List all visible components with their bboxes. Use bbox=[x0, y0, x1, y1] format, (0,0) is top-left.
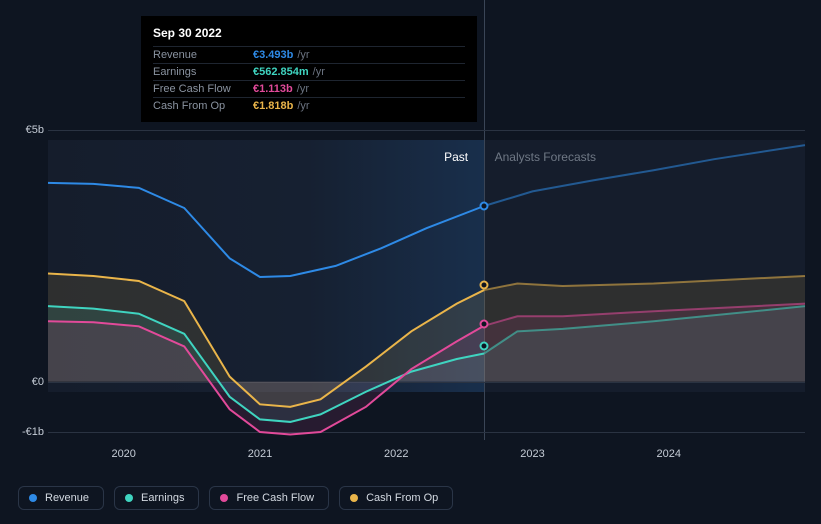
tooltip-row-label: Earnings bbox=[153, 66, 253, 78]
x-axis-label: 2021 bbox=[248, 448, 272, 460]
tooltip-row-label: Free Cash Flow bbox=[153, 83, 253, 95]
tooltip-row: Revenue€3.493b/yr bbox=[153, 46, 465, 63]
legend-label: Cash From Op bbox=[366, 492, 438, 504]
legend-item[interactable]: Revenue bbox=[18, 486, 104, 510]
series-line bbox=[484, 145, 805, 206]
series-marker bbox=[480, 319, 489, 328]
tooltip-row-unit: /yr bbox=[313, 66, 325, 78]
legend-dot bbox=[350, 494, 358, 502]
chart-legend: Revenue Earnings Free Cash Flow Cash From O… bbox=[18, 486, 453, 510]
tooltip-row-unit: /yr bbox=[297, 49, 309, 61]
x-axis-label: 2022 bbox=[384, 448, 408, 460]
y-axis-label: €5b bbox=[16, 124, 44, 136]
legend-dot bbox=[125, 494, 133, 502]
x-axis-label: 2020 bbox=[111, 448, 135, 460]
tooltip-row-value: €562.854m bbox=[253, 66, 309, 78]
series-marker bbox=[480, 202, 489, 211]
legend-dot bbox=[29, 494, 37, 502]
tooltip-row: Cash From Op€1.818b/yr bbox=[153, 97, 465, 114]
tooltip-row: Earnings€562.854m/yr bbox=[153, 63, 465, 80]
series-marker bbox=[480, 280, 489, 289]
tooltip-row-value: €1.113b bbox=[253, 83, 293, 95]
chart-lines-svg bbox=[48, 120, 805, 440]
x-axis-label: 2024 bbox=[656, 448, 680, 460]
tooltip-title: Sep 30 2022 bbox=[153, 26, 465, 40]
y-axis-label: €0 bbox=[16, 376, 44, 388]
tooltip-row-value: €3.493b bbox=[253, 49, 293, 61]
legend-item[interactable]: Earnings bbox=[114, 486, 199, 510]
tooltip-row-value: €1.818b bbox=[253, 100, 293, 112]
series-line bbox=[48, 183, 484, 277]
tooltip-row-label: Revenue bbox=[153, 49, 253, 61]
legend-item[interactable]: Cash From Op bbox=[339, 486, 453, 510]
x-axis-label: 2023 bbox=[520, 448, 544, 460]
tooltip-row: Free Cash Flow€1.113b/yr bbox=[153, 80, 465, 97]
tooltip-row-unit: /yr bbox=[297, 83, 309, 95]
series-marker bbox=[480, 342, 489, 351]
tooltip-row-label: Cash From Op bbox=[153, 100, 253, 112]
legend-dot bbox=[220, 494, 228, 502]
y-axis-label: -€1b bbox=[16, 426, 44, 438]
earnings-chart: €5b€0-€1b Past Analysts Forecasts 202020… bbox=[16, 120, 805, 460]
legend-item[interactable]: Free Cash Flow bbox=[209, 486, 329, 510]
legend-label: Earnings bbox=[141, 492, 184, 504]
legend-label: Free Cash Flow bbox=[236, 492, 314, 504]
legend-label: Revenue bbox=[45, 492, 89, 504]
tooltip-row-unit: /yr bbox=[297, 100, 309, 112]
chart-tooltip: Sep 30 2022 Revenue€3.493b/yrEarnings€56… bbox=[141, 16, 477, 122]
